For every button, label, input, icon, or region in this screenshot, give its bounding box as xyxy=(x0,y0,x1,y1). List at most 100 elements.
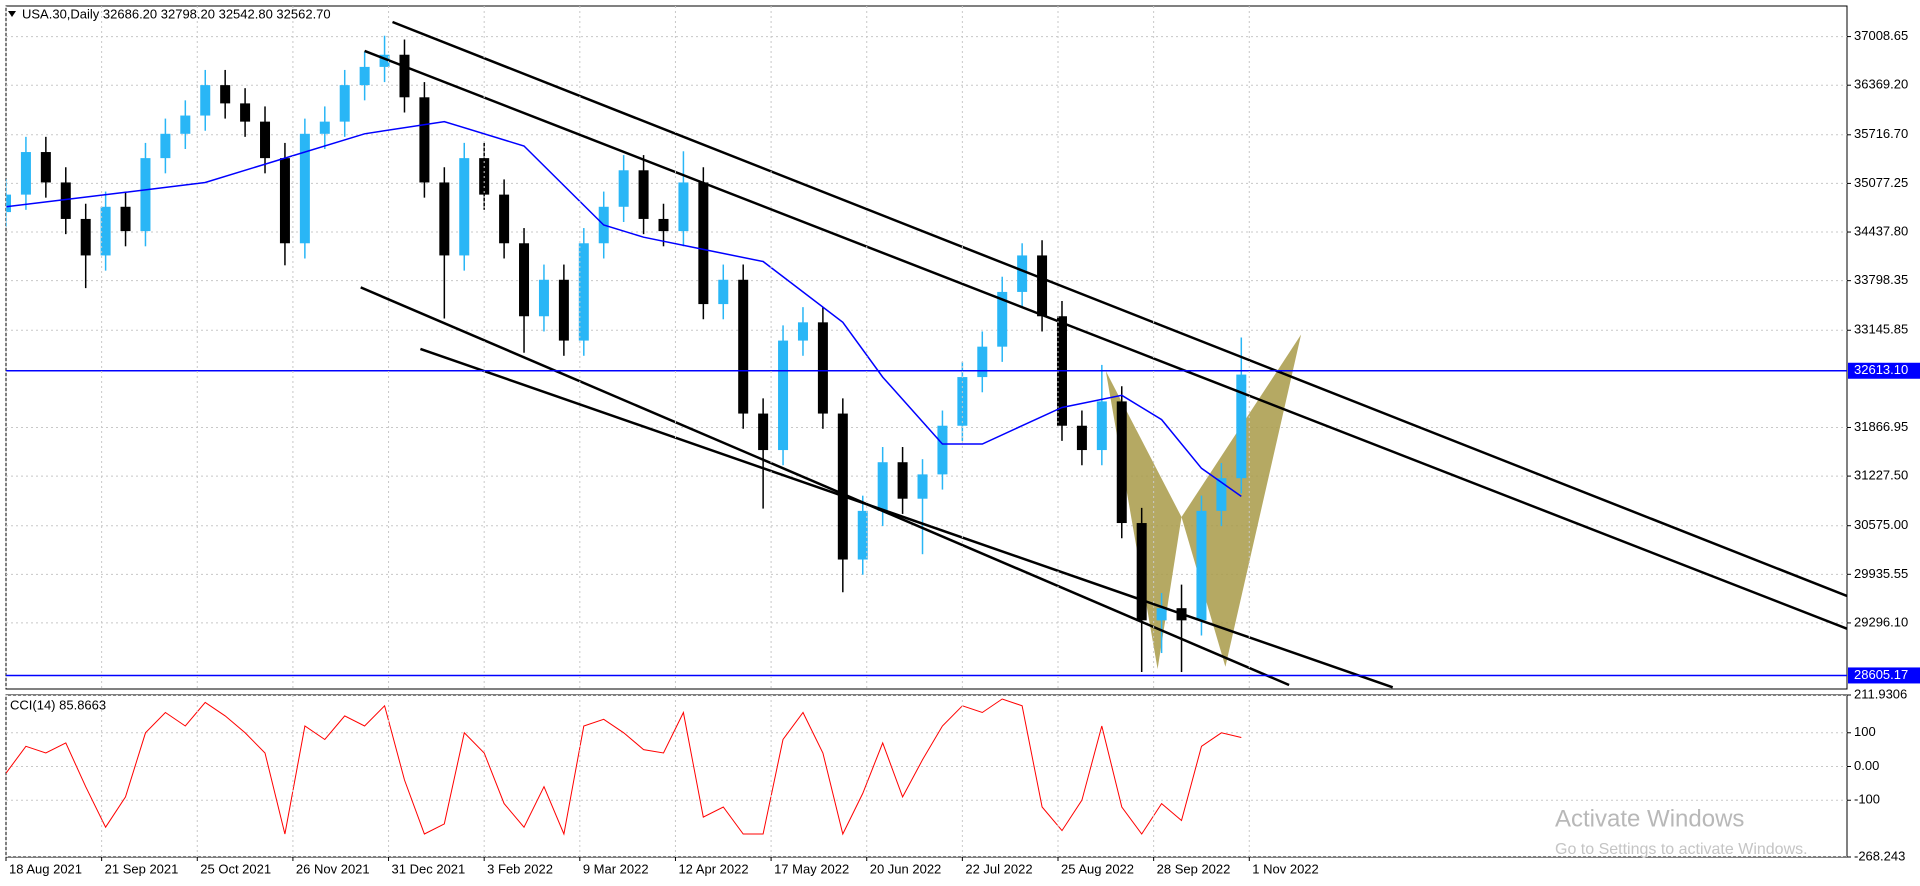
candle-body xyxy=(738,279,749,414)
y-tick-label: 33145.85 xyxy=(1854,322,1908,337)
trend-line xyxy=(364,49,1847,630)
moving-average xyxy=(6,120,1242,498)
y-tick-label: -268.243 xyxy=(1854,848,1905,863)
harmonic-pattern xyxy=(1181,334,1302,667)
price-label: 32613.10 xyxy=(1854,362,1908,377)
candle-body xyxy=(80,218,91,256)
chart-title: USA.30,Daily 32686.20 32798.20 32542.80 … xyxy=(22,6,331,21)
menu-arrow[interactable] xyxy=(8,11,16,17)
y-tick-label: 35716.70 xyxy=(1854,126,1908,141)
candle-body xyxy=(279,158,290,244)
candle-body xyxy=(299,133,310,244)
candle-body xyxy=(140,158,151,232)
price-label-box xyxy=(1848,667,1920,684)
x-tick-label: 31 Dec 2021 xyxy=(392,861,466,876)
x-tick-label: 21 Sep 2021 xyxy=(105,861,179,876)
y-tick-label: 0.00 xyxy=(1854,758,1879,773)
trend-line xyxy=(419,347,1394,689)
candle-body xyxy=(1236,374,1247,479)
candle-body xyxy=(917,474,928,499)
candle-body xyxy=(1076,425,1087,451)
plot-layer: 37008.65 36369.20 35716.70 35077.25 34437.80… xyxy=(5,6,1920,876)
candle-body xyxy=(578,243,589,341)
candle-body xyxy=(359,66,370,86)
candle-body xyxy=(797,322,808,341)
candle-body xyxy=(519,243,530,317)
candle-body xyxy=(877,462,888,511)
candle-body xyxy=(339,85,350,122)
x-tick-label: 1 Nov 2022 xyxy=(1252,861,1319,876)
x-tick-label: 25 Aug 2022 xyxy=(1061,861,1134,876)
candle-body xyxy=(778,340,789,451)
candle-body xyxy=(1216,478,1227,511)
y-tick-label: 33798.35 xyxy=(1854,272,1908,287)
candle-body xyxy=(698,182,709,305)
y-tick-label: 35077.25 xyxy=(1854,175,1908,190)
candle-body xyxy=(220,85,231,104)
indicator-line xyxy=(6,698,1242,836)
candle-body xyxy=(618,170,629,207)
candle-body xyxy=(260,121,271,159)
candle-body xyxy=(758,413,769,451)
x-tick-label: 22 Jul 2022 xyxy=(965,861,1032,876)
candle-body xyxy=(558,279,569,341)
x-tick-label: 20 Jun 2022 xyxy=(870,861,942,876)
candle-body xyxy=(997,291,1008,347)
x-tick-label: 18 Aug 2021 xyxy=(9,861,82,876)
panel-plot xyxy=(6,20,1847,689)
cci-panel-frame xyxy=(5,694,1848,858)
y-tick-label: 211.9306 xyxy=(1854,686,1907,701)
watermark-subtitle: Go to Settings to activate Windows. xyxy=(1555,841,1808,858)
y-tick-label: 34437.80 xyxy=(1854,223,1908,238)
watermark-title: Activate Windows xyxy=(1555,805,1744,832)
x-tick-label: 17 May 2022 xyxy=(774,861,849,876)
y-tick-label: -100 xyxy=(1854,792,1880,807)
candle-body xyxy=(1136,523,1147,621)
candle-body xyxy=(1096,401,1107,451)
x-tick-label: 28 Sep 2022 xyxy=(1157,861,1231,876)
x-tick-label: 3 Feb 2022 xyxy=(487,861,553,876)
y-tick-label: 30575.00 xyxy=(1854,517,1908,532)
candle-body xyxy=(60,182,71,219)
x-tick-label: 12 Apr 2022 xyxy=(678,861,748,876)
candle-body xyxy=(1017,255,1028,292)
candle-body xyxy=(897,462,908,499)
candle-body xyxy=(100,206,111,256)
candle-body xyxy=(1196,510,1207,621)
candle-body xyxy=(1037,255,1048,317)
y-tick-label: 100 xyxy=(1854,724,1876,739)
candle-body xyxy=(678,182,689,232)
candle-body xyxy=(379,54,390,67)
candle-body xyxy=(499,194,510,244)
panel-plot xyxy=(6,695,1847,857)
y-tick-label: 31227.50 xyxy=(1854,468,1908,483)
candle-body xyxy=(240,103,251,122)
candle-body xyxy=(1156,608,1167,621)
indicator-title: CCI(14) 85.8663 xyxy=(10,697,106,712)
price-panel-frame xyxy=(5,5,1848,690)
x-tick-label: 9 Mar 2022 xyxy=(583,861,649,876)
candle-body xyxy=(439,182,450,256)
candle-body xyxy=(319,121,330,134)
y-tick-label: 29935.55 xyxy=(1854,566,1908,581)
candle-body xyxy=(40,152,51,183)
y-tick-label: 31866.95 xyxy=(1854,419,1908,434)
candle-body xyxy=(180,115,191,134)
candle-body xyxy=(718,279,729,305)
candle-body xyxy=(837,413,848,560)
x-tick-label: 26 Nov 2021 xyxy=(296,861,370,876)
price-label-box xyxy=(1848,362,1920,379)
candle-body xyxy=(200,85,211,116)
candle-body xyxy=(1116,401,1127,524)
candle-body xyxy=(20,152,31,195)
trend-line xyxy=(392,20,1847,598)
candle-body xyxy=(6,194,11,213)
trend-line xyxy=(360,286,1290,687)
candle-body xyxy=(459,158,470,256)
x-tick-label: 25 Oct 2021 xyxy=(200,861,271,876)
candle-body xyxy=(658,218,669,232)
y-tick-label: 29296.10 xyxy=(1854,614,1908,629)
y-tick-label: 37008.65 xyxy=(1854,28,1908,43)
